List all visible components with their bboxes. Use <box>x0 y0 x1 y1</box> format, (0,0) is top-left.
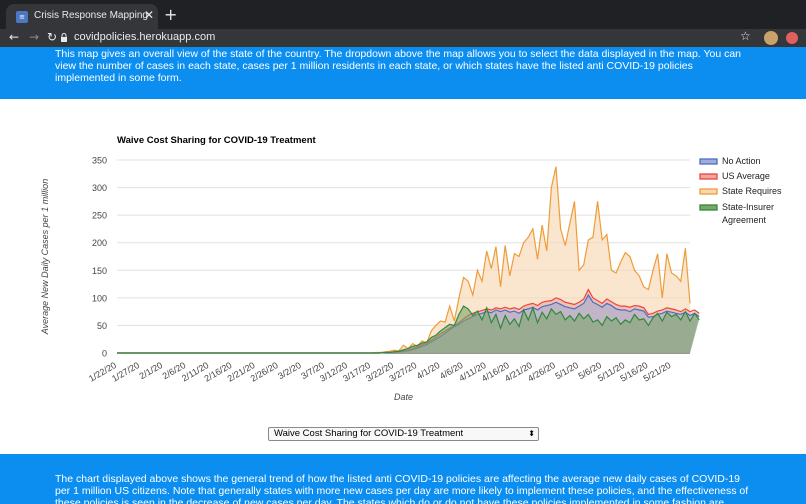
x-tick-label: 5/1/20 <box>553 360 580 381</box>
intro-banner: This map gives an overall view of the st… <box>0 47 806 99</box>
favicon-icon: ≡ <box>16 11 28 23</box>
y-tick-label: 50 <box>97 321 107 331</box>
cases-chart: Waive Cost Sharing for COVID-19 Treatmen… <box>40 135 782 402</box>
y-tick-label: 0 <box>102 349 107 359</box>
legend-swatch <box>699 173 718 180</box>
legend-label: No Action <box>722 156 761 166</box>
browser-tab[interactable]: ≡ Crisis Response Mapping ✕ <box>6 4 158 29</box>
x-axis-label: Date <box>394 392 413 402</box>
y-tick-label: 150 <box>92 266 107 276</box>
profile-icon[interactable] <box>786 32 798 44</box>
close-tab-icon[interactable]: ✕ <box>144 8 155 22</box>
series-area-3 <box>117 306 700 353</box>
select-arrows-icon: ⬍ <box>528 429 535 438</box>
legend-swatch <box>699 158 718 165</box>
tab-title: Crisis Response Mapping <box>34 10 148 21</box>
x-tick-label: 2/1/20 <box>138 360 165 381</box>
legend-label: State-Insurer <box>722 202 774 212</box>
new-tab-icon[interactable]: + <box>164 5 178 24</box>
reload-icon[interactable]: ↻ <box>47 30 58 44</box>
series-line-3 <box>117 305 700 354</box>
legend-label-continued: Agreement <box>722 215 767 225</box>
y-tick-label: 250 <box>92 211 107 221</box>
legend-label: US Average <box>722 171 770 181</box>
forward-icon[interactable]: → <box>29 30 40 44</box>
browser-toolbar: ← → ↻ covidpolicies.herokuapp.com ☆ <box>0 29 806 47</box>
legend-swatch <box>699 204 718 211</box>
explanation-text: The chart displayed above shows the gene… <box>55 473 749 504</box>
x-tick-label: 3/2/20 <box>276 360 303 381</box>
extension-icon[interactable] <box>764 31 778 45</box>
back-icon[interactable]: ← <box>9 30 20 44</box>
star-icon[interactable]: ☆ <box>740 29 751 43</box>
policy-select[interactable]: Waive Cost Sharing for COVID-19 Treatmen… <box>268 427 539 441</box>
y-axis-label: Average New Daily Cases per 1 million <box>40 179 50 335</box>
chart-title: Waive Cost Sharing for COVID-19 Treatmen… <box>117 135 316 146</box>
y-tick-label: 300 <box>92 183 107 193</box>
address-bar[interactable]: covidpolicies.herokuapp.com <box>74 31 216 43</box>
legend-label: State Requires <box>722 186 782 196</box>
y-tick-label: 200 <box>92 238 107 248</box>
lock-icon <box>61 33 67 42</box>
policy-select-value: Waive Cost Sharing for COVID-19 Treatmen… <box>274 428 464 439</box>
y-tick-label: 350 <box>92 156 107 166</box>
browser-tab-bar: ≡ Crisis Response Mapping ✕ + <box>0 0 806 29</box>
intro-text: This map gives an overall view of the st… <box>55 48 742 84</box>
legend-swatch <box>699 188 718 195</box>
y-tick-label: 100 <box>92 293 107 303</box>
explanation-banner: The chart displayed above shows the gene… <box>0 454 806 504</box>
x-tick-label: 4/1/20 <box>415 360 442 381</box>
chart-container: Waive Cost Sharing for COVID-19 Treatmen… <box>0 99 806 454</box>
